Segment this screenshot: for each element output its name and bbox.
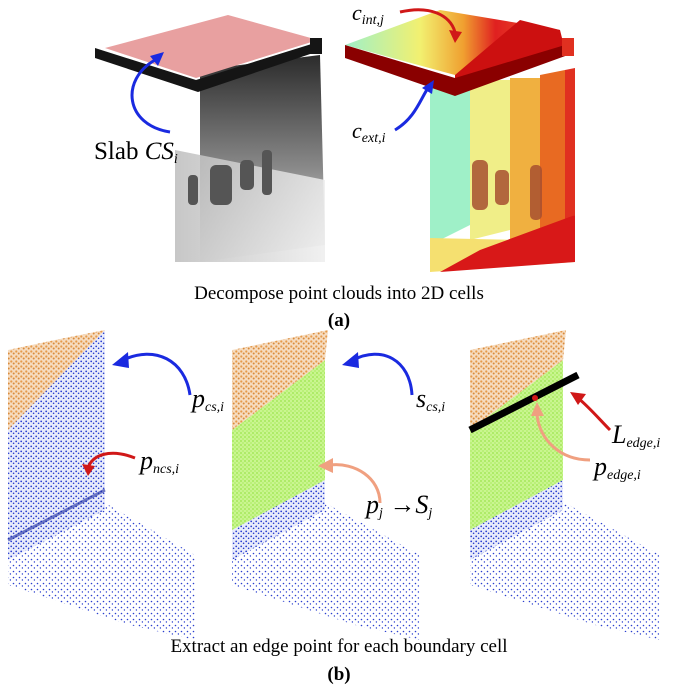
c-int-arrow — [399, 8, 457, 33]
L-edge-sub: edge,i — [626, 436, 661, 451]
c-ext-symbol: c — [352, 118, 362, 143]
slab-label-sub: i — [173, 152, 178, 167]
p-ncs-symbol: p — [140, 446, 153, 475]
c-int-arrow-head — [449, 30, 462, 43]
L-edge-arrow — [577, 396, 612, 432]
slab-arrow — [130, 58, 171, 134]
p-ncs-sub: ncs,i — [153, 462, 180, 477]
cloud2-wall-lower — [232, 480, 325, 560]
point-cloud-3 — [468, 330, 660, 640]
heat-slab-edge — [345, 45, 568, 96]
c-ext-sub: ext,i — [361, 131, 386, 146]
p-ncs-label: pncs,i — [140, 446, 179, 478]
edge-line — [468, 371, 580, 434]
heat-slab-bracket — [562, 38, 574, 56]
p-cs-arrow-head — [112, 352, 129, 368]
p-ncs-arrow-head — [82, 464, 95, 476]
heat-clutter — [472, 160, 542, 220]
p-j-arrow-head — [318, 458, 333, 473]
S-j-symbol: S — [415, 490, 429, 519]
p-edge-arrow — [535, 414, 591, 462]
cloud1-crease — [7, 488, 106, 542]
L-edge-label: Ledge,i — [612, 420, 660, 452]
p-j-label: pj →Sj — [366, 490, 432, 522]
S-j-sub: j — [428, 506, 433, 521]
p-j-sub: j — [379, 506, 383, 521]
c-int-label: cint,j — [352, 0, 384, 29]
s-cs-symbol: s — [416, 384, 427, 413]
cloud2-wall-green — [232, 360, 325, 530]
panel-a-caption: Decompose point clouds into 2D cells — [194, 283, 484, 304]
point-cloud-1 — [7, 330, 195, 640]
dark-orange-cells — [540, 70, 565, 245]
cyan-cells — [430, 80, 470, 245]
p-ncs-arrow — [86, 451, 136, 469]
slab-label-prefix: Slab — [94, 138, 145, 165]
c-ext-label: cext,i — [352, 118, 385, 147]
p-edge-symbol: p — [594, 452, 607, 481]
edge-point — [532, 395, 538, 401]
cloud3-slab — [470, 330, 566, 430]
p-j-arrow — [329, 463, 382, 504]
cloud2-slab — [232, 330, 328, 430]
p-edge-sub: edge,i — [607, 468, 641, 483]
floor-red-cells — [440, 215, 575, 272]
cloud1-slab — [8, 330, 105, 430]
slab-label: Slab CSi — [94, 138, 178, 168]
slab-arrow-head — [150, 52, 164, 66]
p-j-symbol: p — [366, 490, 379, 519]
p-cs-label: pcs,i — [192, 384, 224, 416]
L-edge-symbol: L — [612, 420, 627, 449]
s-cs-arrow-head — [342, 352, 359, 368]
c-ext-arrow-head — [422, 80, 434, 94]
panel-b-sublabel: (b) — [327, 664, 351, 685]
s-cs-sub: cs,i — [426, 400, 446, 415]
panel-b-caption: Extract an edge point for each boundary … — [170, 636, 508, 657]
c-int-symbol: c — [352, 0, 362, 25]
c-ext-arrow — [394, 87, 430, 132]
gray-clutter — [188, 150, 272, 205]
p-edge-label: pedge,i — [594, 452, 641, 484]
slab-bracket — [310, 38, 322, 54]
p-cs-arrow — [122, 352, 192, 396]
panel-a-sublabel: (a) — [327, 310, 351, 331]
heat-slab — [345, 10, 560, 75]
panel-a-graphic — [95, 8, 575, 272]
s-cs-label: scs,i — [416, 384, 445, 416]
p-j-maps-to-arrow: → — [389, 490, 416, 519]
slab-label-symbol: CS — [144, 138, 174, 165]
cloud3-wall-lower — [470, 480, 563, 560]
p-cs-symbol: p — [192, 384, 205, 413]
cloud3-wall-green — [470, 360, 563, 530]
c-int-sub: int,j — [361, 13, 384, 28]
slab-edge — [95, 42, 322, 92]
s-cs-arrow — [352, 352, 414, 396]
red-cells — [565, 68, 575, 235]
p-edge-arrow-head — [531, 402, 544, 416]
cell-decomposed-point-cloud — [345, 10, 575, 272]
p-cs-sub: cs,i — [205, 400, 225, 415]
L-edge-arrow-head — [570, 392, 586, 405]
point-cloud-2 — [232, 330, 420, 640]
